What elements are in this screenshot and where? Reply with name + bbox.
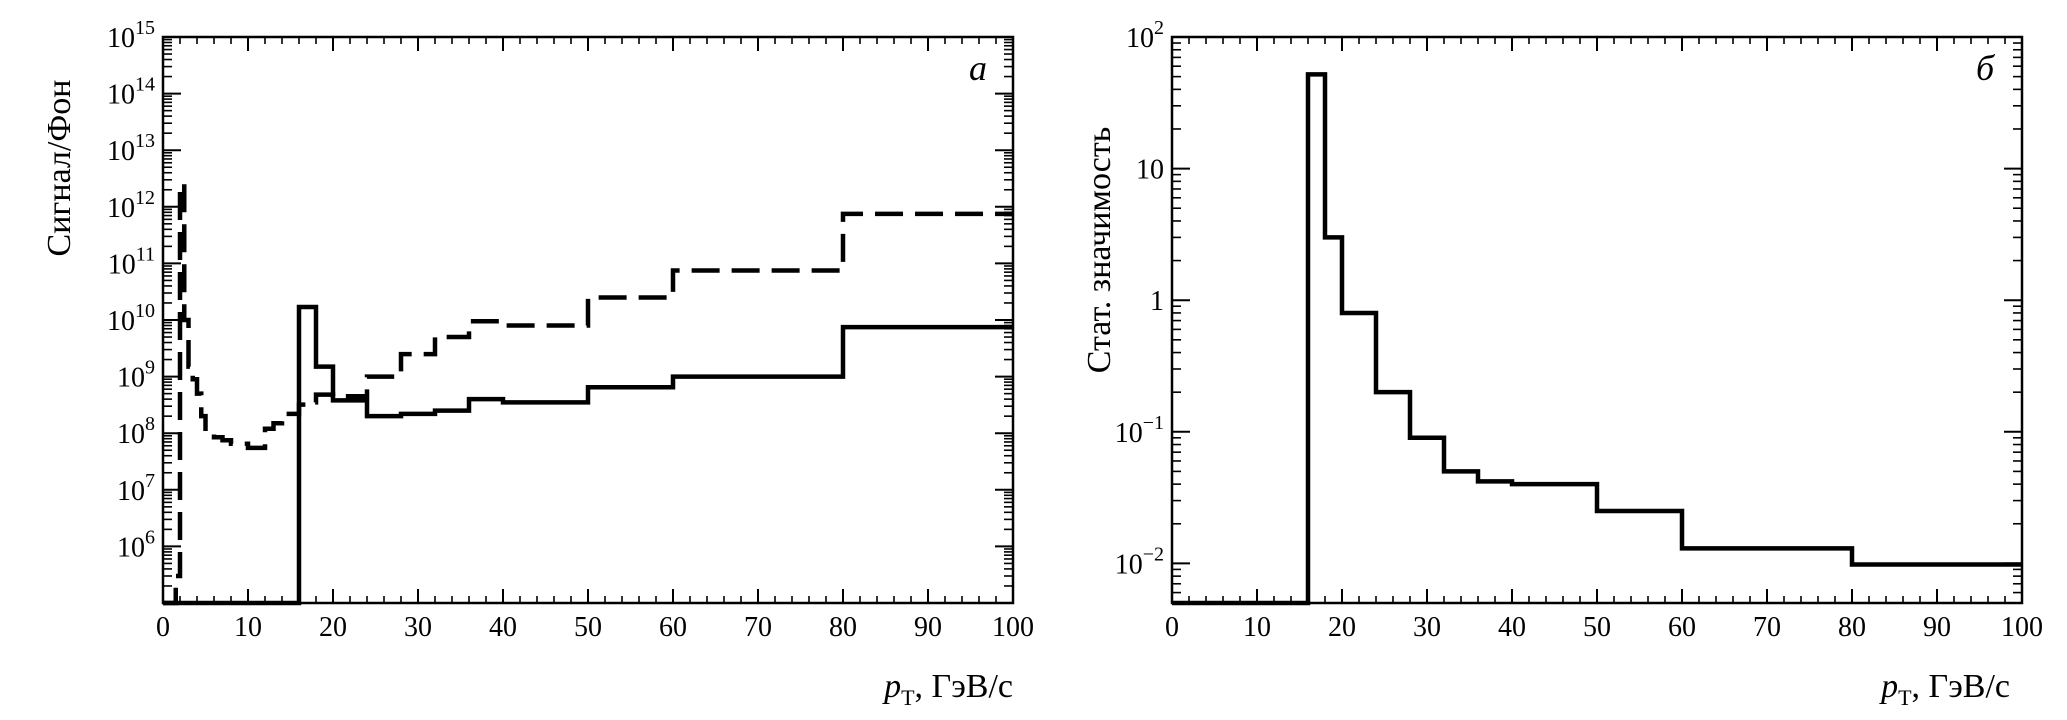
panel-a-y-tick-label: 108 [117, 413, 155, 450]
panel-a-x-tick-label: 80 [829, 612, 857, 643]
panel-b-x-tick-label: 20 [1328, 612, 1356, 643]
panel-a-x-tick-label: 90 [914, 612, 942, 643]
panel-a-y-axis-title: Сигнал/Фон [41, 80, 78, 257]
panel-a-x-tick-label: 20 [319, 612, 347, 643]
panel-b-x-tick-label: 90 [1923, 612, 1951, 643]
panel-b-y-tick-label: 10 [1136, 155, 1164, 186]
panel-b-x-tick-label: 80 [1838, 612, 1866, 643]
panel-a-x-tick-label: 40 [489, 612, 517, 643]
panel-a-plot-area: 0 10 20 30 40 50 60 70 80 90 100 106 107 108 109 1010 10… [107, 17, 1034, 643]
panel-b-x-tick-label: 50 [1583, 612, 1611, 643]
panel-a-x-tick-label: 0 [156, 612, 170, 643]
panel-b-y-axis-title: Стат. значимость [1081, 127, 1118, 373]
panel-a-series-solid-line [163, 307, 1013, 603]
panel-a-y-tick-label: 1012 [107, 187, 155, 224]
panel-a-y-tick-label: 109 [117, 357, 155, 394]
panel-a-x-tick-label: 10 [234, 612, 262, 643]
panel-b-x-tick-label: 70 [1753, 612, 1781, 643]
panel-a-y-tick-label: 1010 [107, 300, 155, 337]
panel-a-x-tick-label: 30 [404, 612, 432, 643]
panel-a-x-tick-label: 60 [659, 612, 687, 643]
panel-a-x-tick-label: 100 [992, 612, 1034, 643]
panel-b-x-axis-title: pT, ГэВ/с [1879, 668, 2010, 710]
panel-b-x-axis-unit: , ГэВ/с [1912, 668, 2010, 705]
panel-a-y-tick-label: 1014 [107, 74, 155, 111]
panel-b-x-tick-label: 10 [1243, 612, 1271, 643]
panel-b-series-solid-line [1172, 74, 2022, 603]
panel-b-x-tick-label: 30 [1413, 612, 1441, 643]
panel-a-x-axis-unit: , ГэВ/с [915, 668, 1013, 705]
panel-a-x-axis-subscript: T [901, 685, 915, 710]
panel-a-x-axis-symbol: p [882, 668, 901, 705]
panel-b-y-tick-label: 10−2 [1115, 543, 1164, 580]
panel-b-frame [1172, 37, 2022, 603]
panel-b-x-tick-label: 40 [1498, 612, 1526, 643]
panel-a-y-tick-label: 1013 [107, 130, 155, 167]
panel-b-plot-area: 0 10 20 30 40 50 60 70 80 90 100 10−2 10−1 1 10 102 [1115, 17, 2043, 643]
panel-a-x-tick-label: 50 [574, 612, 602, 643]
panel-b-x-tick-label: 0 [1165, 612, 1179, 643]
panel-b-x-tick-label: 100 [2001, 612, 2043, 643]
panel-a-y-tick-label: 1015 [107, 17, 155, 54]
panel-b-x-axis-subscript: T [1898, 685, 1912, 710]
panel-a-y-tick-label: 106 [117, 526, 155, 563]
panel-a-letter: a [969, 48, 987, 88]
panel-b-y-tick-label: 102 [1126, 17, 1164, 54]
panel-b-y-tick-label: 1 [1150, 286, 1164, 317]
panel-a-signal-background: 0 10 20 30 40 50 60 70 80 90 100 106 107 108 109 1010 10… [41, 17, 1034, 710]
panel-a-x-axis-title: pT, ГэВ/с [882, 668, 1013, 710]
panel-b-y-tick-label: 10−1 [1115, 412, 1164, 449]
panel-a-y-tick-label: 1011 [108, 243, 155, 280]
panel-b-letter: б [1976, 48, 1996, 88]
panel-a-y-tick-label: 107 [117, 470, 155, 507]
panel-b-x-axis-symbol: p [1879, 668, 1898, 705]
panel-a-x-tick-label: 70 [744, 612, 772, 643]
panel-b-x-tick-label: 60 [1668, 612, 1696, 643]
panel-b-significance: 0 10 20 30 40 50 60 70 80 90 100 10−2 10−1 1 10 102 б С… [1081, 17, 2043, 710]
